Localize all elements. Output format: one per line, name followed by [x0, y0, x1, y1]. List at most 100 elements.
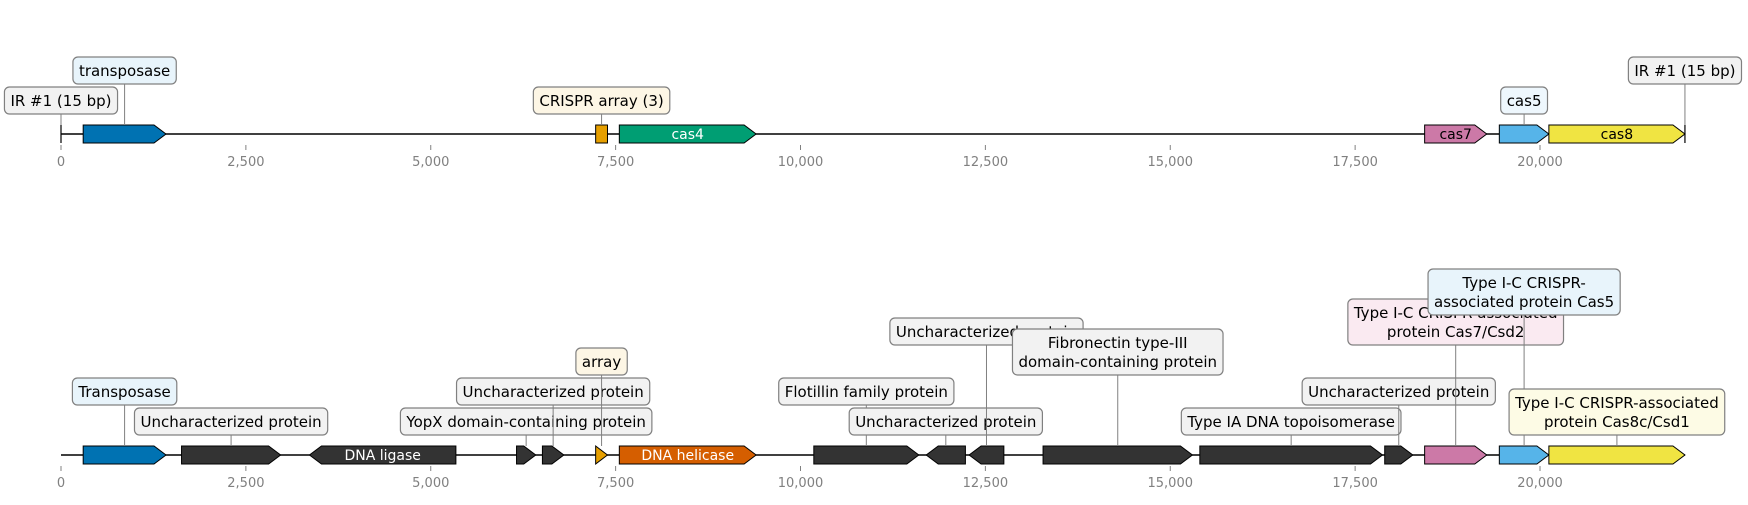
- feature-flotillin[interactable]: Flotillin family protein: [778, 377, 955, 465]
- gene-inner-label: cas4: [671, 127, 704, 143]
- feature-cas8c-csd1[interactable]: Type I-C CRISPR-associated protein Cas8c/…: [1508, 388, 1726, 465]
- gene-arrow: [516, 445, 537, 465]
- feature-label: CRISPR array (3): [539, 92, 663, 110]
- feature-label-line: Uncharacterized protein: [463, 383, 644, 401]
- feature-cas7[interactable]: cas7: [1424, 124, 1488, 144]
- feature-cas5[interactable]: cas5: [1498, 86, 1550, 144]
- label-box-frame: [72, 56, 177, 85]
- feature-cas8[interactable]: cas8: [1548, 124, 1686, 144]
- feature-label-box: transposase: [72, 56, 177, 85]
- feature-label-box: array: [575, 347, 628, 376]
- gene-inner-label: DNA helicase: [641, 448, 734, 464]
- label-box-frame: [1301, 377, 1496, 406]
- feature-label-box: Type IA DNA topoisomerase: [1180, 407, 1402, 436]
- feature-label-line: associated protein Cas5: [1434, 293, 1614, 311]
- tick-label: 17,500: [1332, 476, 1378, 491]
- feature-label-box: Uncharacterized protein: [133, 407, 329, 436]
- feature-label-box: Uncharacterized protein: [1301, 377, 1496, 406]
- gene-arrow: [308, 445, 457, 465]
- gene-arrow: [1042, 445, 1194, 465]
- gene-arrow: [181, 445, 282, 465]
- gene-arrow: [1424, 124, 1488, 144]
- gene-arrow: [618, 124, 757, 144]
- gene-arrow: [1548, 445, 1686, 465]
- feature-label: array: [582, 353, 621, 371]
- feature-label: Type I-C CRISPR-associated protein Cas8c/…: [1514, 394, 1719, 431]
- feature-label-line: domain-containing protein: [1018, 353, 1217, 371]
- x-axis: 0 2,500 5,000 7,500 10,000 12,500 15,000 17,500…: [57, 466, 1563, 491]
- feature-label: Transposase: [77, 383, 170, 401]
- tick-label: 2,500: [227, 476, 264, 491]
- gene-arrow: [1424, 445, 1488, 465]
- feature-label-box: IR #1 (15 bp): [1627, 56, 1743, 85]
- feature-label-line: CRISPR array (3): [539, 92, 663, 110]
- label-box-frame: [778, 377, 955, 406]
- tick-label: 10,000: [778, 155, 824, 170]
- gene-arrow: [968, 445, 1005, 465]
- label-box-frame: [1627, 56, 1743, 85]
- gene-arrow: [541, 445, 565, 465]
- feature-transposase[interactable]: transposase: [72, 56, 177, 144]
- tick-label: 20,000: [1517, 155, 1563, 170]
- feature-ir-left[interactable]: IR #1 (15 bp): [3, 86, 119, 143]
- feature-label: Uncharacterized protein: [855, 413, 1036, 431]
- feature-label-box: Type I-C CRISPR-associated protein Cas5: [1427, 268, 1621, 316]
- feature-label: transposase: [79, 62, 170, 80]
- feature-label-line: Fibronectin type-III: [1048, 334, 1188, 352]
- gene-arrow: [82, 124, 167, 144]
- feature-label: Flotillin family protein: [785, 383, 948, 401]
- tick-label: 0: [57, 476, 65, 491]
- label-box-frame: [1011, 328, 1224, 376]
- feature-crispr-array[interactable]: CRISPR array (3): [532, 86, 671, 144]
- feature-label: cas5: [1507, 92, 1542, 110]
- feature-label-box: Uncharacterized protein: [455, 377, 651, 406]
- label-box-frame: [575, 347, 628, 376]
- feature-label-box: CRISPR array (3): [532, 86, 671, 115]
- label-box-frame: [1500, 86, 1549, 115]
- feature-label-box: YopX domain-containing protein: [399, 407, 653, 436]
- feature-label-line: Type IA DNA topoisomerase: [1186, 413, 1395, 431]
- feature-cas4[interactable]: cas4: [618, 124, 757, 144]
- feature-dna-ligase[interactable]: DNA ligase: [308, 445, 457, 465]
- feature-dna-helicase[interactable]: DNA helicase: [618, 445, 757, 465]
- feature-label-box: Uncharacterized protein: [848, 407, 1044, 436]
- feature-label-line: YopX domain-containing protein: [405, 413, 645, 431]
- gene-inner-label: cas7: [1439, 127, 1471, 143]
- gene-inner-label: cas8: [1601, 127, 1633, 143]
- tick-label: 15,000: [1148, 155, 1194, 170]
- gene-arrow: [595, 444, 609, 466]
- feature-topoisomerase[interactable]: Type IA DNA topoisomerase: [1180, 407, 1402, 465]
- feature-label-box: Fibronectin type-III domain-containing pr…: [1011, 328, 1224, 376]
- tick-label: 12,500: [963, 476, 1009, 491]
- feature-label: YopX domain-containing protein: [405, 413, 645, 431]
- tick-label: 15,000: [1148, 476, 1194, 491]
- feature-label-line: IR #1 (15 bp): [1634, 62, 1735, 80]
- feature-ir-right[interactable]: IR #1 (15 bp): [1627, 56, 1743, 143]
- feature-label-box: Type I-C CRISPR-associated protein Cas8c/…: [1508, 388, 1726, 436]
- feature-label: Uncharacterized protein: [1308, 383, 1489, 401]
- tick-label: 7,500: [597, 476, 634, 491]
- feature-label-line: IR #1 (15 bp): [10, 92, 111, 110]
- gene-shape: [595, 124, 608, 144]
- feature-label-line: transposase: [79, 62, 170, 80]
- label-box-frame: [848, 407, 1044, 436]
- feature-uncharacterized-5[interactable]: Uncharacterized protein: [1301, 377, 1496, 465]
- feature-label-box: cas5: [1500, 86, 1549, 115]
- feature-array[interactable]: array: [575, 347, 628, 466]
- feature-label: Uncharacterized protein: [140, 413, 321, 431]
- feature-label-line: Uncharacterized protein: [1308, 383, 1489, 401]
- feature-cas5[interactable]: Type I-C CRISPR-associated protein Cas5: [1427, 268, 1621, 465]
- feature-label-line: array: [582, 353, 621, 371]
- gene-arrow: [813, 445, 920, 465]
- tick-label: 17,500: [1332, 155, 1378, 170]
- tick-label: 20,000: [1517, 476, 1563, 491]
- feature-yopx[interactable]: YopX domain-containing protein: [399, 407, 653, 465]
- feature-uncharacterized-3[interactable]: Uncharacterized protein: [848, 407, 1044, 465]
- feature-label-line: Type I-C CRISPR-associated: [1514, 394, 1719, 412]
- gene-arrow: [1548, 124, 1686, 144]
- feature-fibronectin[interactable]: Fibronectin type-III domain-containing pr…: [1011, 328, 1224, 465]
- feature-transposase[interactable]: Transposase: [71, 377, 178, 465]
- tick-label: 5,000: [412, 155, 449, 170]
- feature-uncharacterized-1[interactable]: Uncharacterized protein: [133, 407, 329, 465]
